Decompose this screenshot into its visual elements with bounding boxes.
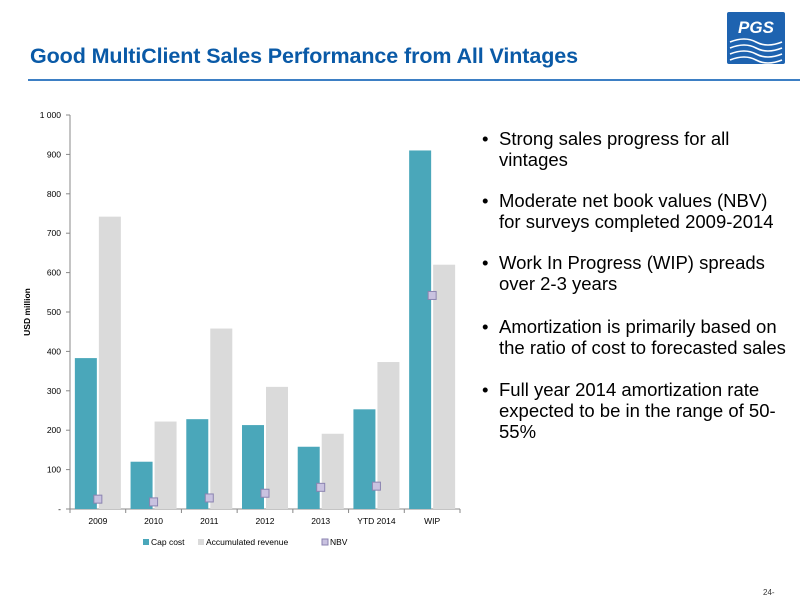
bullet-marker: • [482, 316, 489, 337]
bar-cap-cost [409, 150, 432, 509]
y-tick-label: 200 [47, 425, 61, 435]
nbv-marker [260, 488, 270, 498]
logo-wave-3 [729, 50, 783, 58]
y-tick-label: 700 [47, 228, 61, 238]
legend-label: Accumulated revenue [206, 537, 288, 547]
bullet-text: Full year 2014 amortization rate expecte… [499, 379, 776, 442]
bar-accumulated-revenue [154, 421, 177, 509]
bar-accumulated-revenue [210, 328, 233, 509]
bar-cap-cost [130, 461, 153, 509]
x-tick-label: WIP [424, 516, 440, 526]
x-tick-label: 2012 [256, 516, 275, 526]
bullet-text: Moderate net book values (NBV) for surve… [499, 190, 774, 232]
y-tick-label: 600 [47, 268, 61, 278]
bar-accumulated-revenue [377, 362, 400, 509]
bullet-list: • Strong sales progress for all vintages •… [478, 128, 788, 462]
x-tick-label: 2010 [144, 516, 163, 526]
y-tick-label: - [58, 504, 61, 514]
x-tick-label: 2013 [311, 516, 330, 526]
logo-wave-1 [729, 38, 783, 46]
logo-text: PGS [738, 18, 775, 37]
nbv-marker [93, 494, 103, 504]
nbv-marker [204, 493, 214, 503]
bullet-item: • Strong sales progress for all vintages [478, 128, 788, 170]
y-tick-label: 400 [47, 346, 61, 356]
bullet-marker: • [482, 252, 489, 273]
y-tick-label: 900 [47, 149, 61, 159]
sales-performance-chart: - 100 200 300 400 500 600 700 800 900 1 000 USD mil… [22, 110, 461, 547]
legend-label: Cap cost [151, 537, 185, 547]
bullet-text: Amortization is primarily based on the r… [499, 316, 786, 358]
bullet-item: • Amortization is primarily based on the … [478, 316, 788, 358]
logo-wave-4 [729, 56, 783, 64]
bullet-marker: • [482, 190, 489, 211]
bullet-item: • Moderate net book values (NBV) for surv… [478, 190, 788, 232]
bullet-text: Work In Progress (WIP) spreads over 2-3 … [499, 252, 765, 294]
legend-swatch [143, 539, 149, 545]
x-tick-label: 2009 [88, 516, 107, 526]
x-tick-label: YTD 2014 [357, 516, 396, 526]
bar-accumulated-revenue [266, 386, 288, 509]
nbv-marker [427, 290, 437, 300]
title-divider [28, 79, 800, 81]
page-number: 24- [763, 588, 775, 597]
bar-accumulated-revenue [98, 216, 121, 509]
bar-accumulated-revenue [321, 433, 344, 509]
nbv-marker [371, 481, 381, 491]
y-tick-label: 1 000 [40, 110, 62, 120]
legend-label: NBV [330, 537, 348, 547]
bullet-marker: • [482, 128, 489, 149]
bullet-marker: • [482, 379, 489, 400]
bullet-item: • Work In Progress (WIP) spreads over 2-3… [478, 252, 788, 294]
bar-cap-cost [353, 409, 376, 509]
page-title: Good MultiClient Sales Performance from … [30, 44, 578, 68]
bar-cap-cost [186, 419, 209, 509]
pgs-logo: PGS [727, 12, 785, 64]
bar-accumulated-revenue [433, 264, 456, 509]
y-axis-title: USD million [22, 288, 32, 336]
y-tick-label: 300 [47, 386, 61, 396]
bullet-item: • Full year 2014 amortization rate expect… [478, 379, 788, 442]
x-tick-label: 2011 [200, 516, 219, 526]
nbv-marker [149, 497, 159, 507]
logo-wave-2 [729, 44, 783, 52]
y-tick-label: 800 [47, 189, 61, 199]
bullet-text: Strong sales progress for all vintages [499, 128, 730, 170]
bar-cap-cost [242, 425, 264, 509]
y-tick-label: 500 [47, 307, 61, 317]
y-tick-label: 100 [47, 465, 61, 475]
nbv-marker [316, 482, 326, 492]
legend-swatch [198, 539, 204, 545]
bar-cap-cost [297, 446, 320, 509]
bar-cap-cost [74, 358, 97, 509]
legend-swatch [321, 538, 329, 546]
